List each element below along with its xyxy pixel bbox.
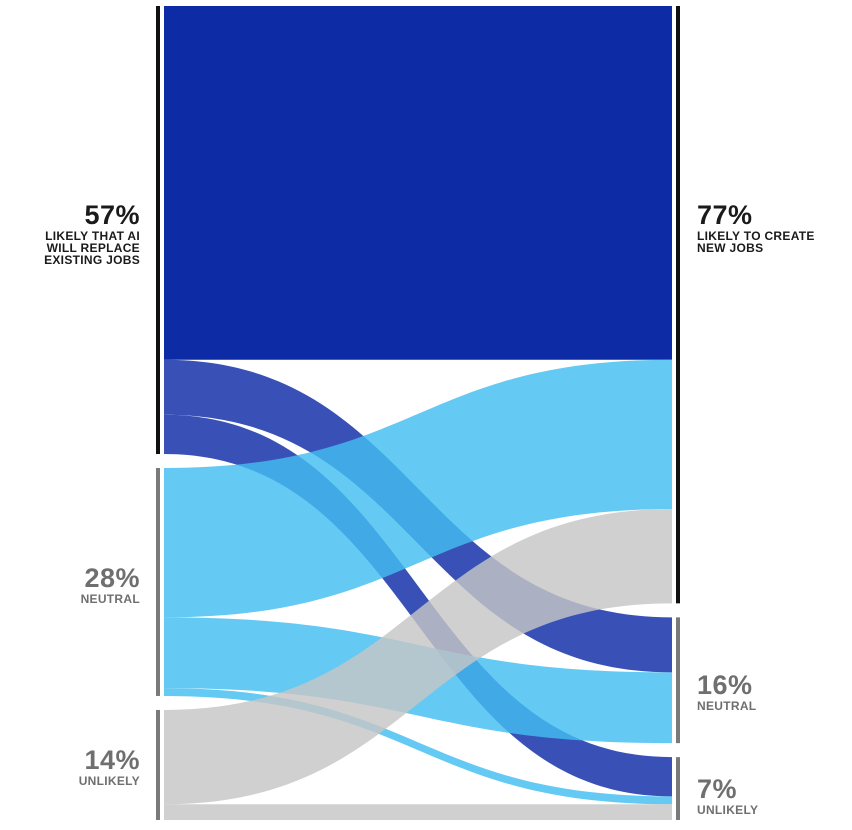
right-neutral-caption: NEUTRAL (697, 699, 757, 713)
right-neutral-percent: 16% (697, 670, 753, 700)
right-unlikely-caption: UNLIKELY (697, 803, 759, 817)
flow-likely-to-unlikely (164, 414, 672, 797)
right-likely-label: 77% LIKELY TO CREATE NEW JOBS (697, 200, 837, 254)
right-likely-percent: 77% (697, 200, 753, 230)
left-unlikely-percent: 14% (84, 745, 140, 775)
right-unlikely-percent: 7% (697, 774, 738, 804)
flow-neutral-to-likely (164, 359, 672, 618)
left-neutral-caption: NEUTRAL (80, 592, 140, 606)
flow-layer (164, 6, 672, 820)
left-unlikely-node-bar (156, 709, 160, 820)
flow-unlikely-to-likely (164, 509, 672, 805)
flow-likely-to-likely (164, 6, 672, 360)
left-unlikely-label: 14% UNLIKELY (79, 745, 140, 787)
left-likely-caption: LIKELY THAT AI WILL REPLACE EXISTING JOB… (44, 229, 140, 267)
left-unlikely-caption: UNLIKELY (78, 774, 140, 788)
left-neutral-percent: 28% (84, 563, 140, 593)
left-neutral-label: 28% NEUTRAL (81, 563, 140, 605)
right-likely-node-bar (676, 6, 680, 604)
flow-unlikely-to-unlikely (164, 804, 672, 820)
right-neutral-node-bar (676, 617, 680, 744)
right-unlikely-node-bar (676, 757, 680, 820)
right-neutral-label: 16% NEUTRAL (697, 670, 756, 712)
left-neutral-node-bar (156, 468, 160, 696)
left-likely-percent: 57% (84, 200, 140, 230)
flow-neutral-to-unlikely (164, 688, 672, 805)
right-unlikely-label: 7% UNLIKELY (697, 774, 758, 816)
node-bars (156, 6, 680, 820)
left-likely-label: 57% LIKELY THAT AI WILL REPLACE EXISTING… (28, 200, 140, 266)
right-likely-caption: LIKELY TO CREATE NEW JOBS (697, 229, 815, 255)
left-likely-node-bar (156, 6, 160, 455)
